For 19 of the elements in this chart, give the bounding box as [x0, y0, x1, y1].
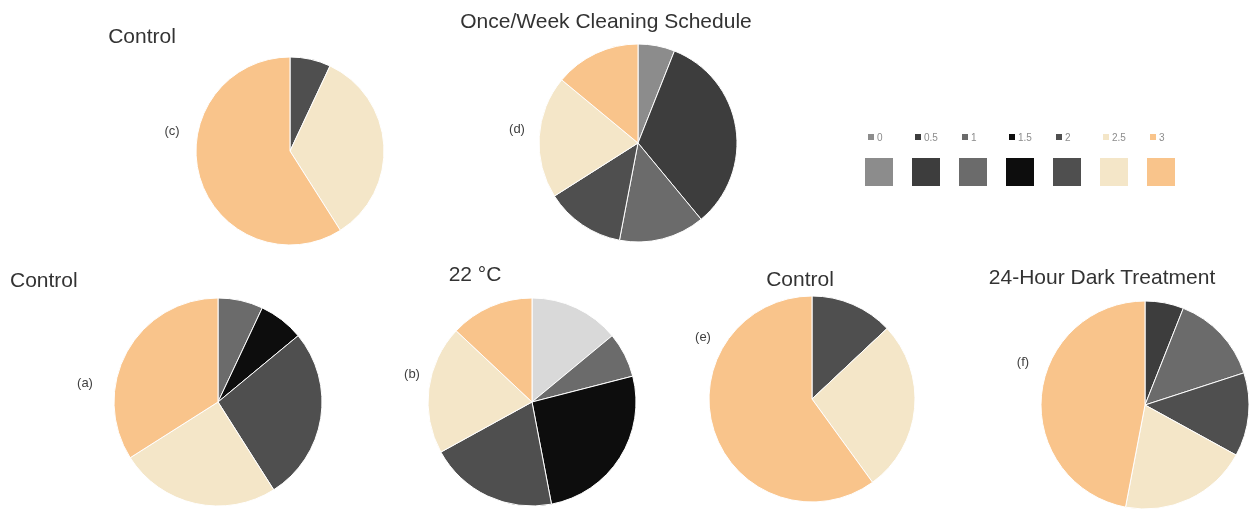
- text: (f): [1016, 353, 1030, 369]
- legend-label: 0.5: [924, 131, 939, 143]
- legend-label: 2.5: [1112, 131, 1127, 143]
- legend-label: 1: [971, 131, 977, 143]
- legend-label: 1.5: [1018, 131, 1033, 143]
- text: (e): [695, 328, 711, 344]
- text: (d): [509, 120, 525, 136]
- chart-title: Control: [766, 266, 834, 290]
- text: (c): [164, 122, 180, 138]
- legend-label: 0: [877, 131, 883, 143]
- chart-title: 24-Hour Dark Treatment: [988, 264, 1216, 288]
- chart-title: 22 °C: [448, 261, 502, 285]
- chart-title: Control: [108, 23, 176, 47]
- chart-title: Once/Week Cleaning Schedule: [460, 8, 752, 32]
- text: (a): [77, 374, 93, 390]
- legend-label: 2: [1065, 131, 1071, 143]
- text: (b): [404, 365, 420, 381]
- legend-label: 3: [1159, 131, 1165, 143]
- chart-title: Control: [10, 267, 78, 291]
